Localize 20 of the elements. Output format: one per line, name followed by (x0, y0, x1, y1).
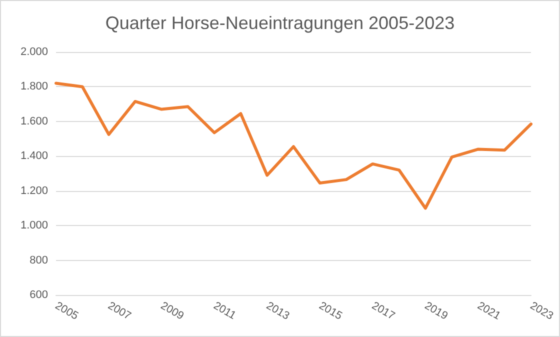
y-tick-label: 1.800 (20, 80, 48, 93)
x-tick-label: 2023 (528, 300, 556, 322)
line-series (54, 82, 532, 210)
x-tick-label: 2005 (53, 300, 80, 322)
x-tick-label: 2015 (316, 300, 344, 322)
y-tick-label: 1.400 (20, 150, 48, 162)
y-tick-label: 600 (30, 289, 48, 301)
chart-title: Quarter Horse-Neueintragungen 2005-2023 (105, 13, 455, 33)
x-tick-label: 2013 (264, 300, 292, 322)
x-tick-label: 2017 (370, 300, 397, 322)
y-tick-label: 800 (30, 254, 48, 266)
x-tick-label: 2007 (106, 300, 133, 322)
x-tick-label: 2021 (475, 300, 502, 322)
x-tick-label: 2009 (158, 300, 186, 322)
y-tick-label: 2.000 (20, 46, 48, 58)
y-tick-label: 1.600 (20, 115, 48, 128)
x-tick-label: 2019 (422, 300, 450, 322)
y-tick-label: 1.000 (20, 220, 48, 232)
y-tick-label: 1.200 (20, 184, 48, 197)
x-tick-label: 2011 (211, 300, 238, 322)
